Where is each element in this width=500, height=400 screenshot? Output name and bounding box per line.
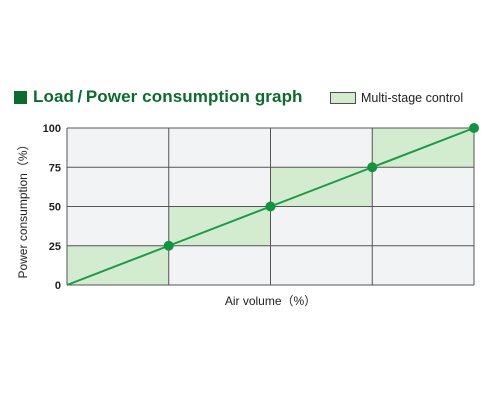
y-tick-label-0: 0: [55, 280, 61, 292]
x-axis-label: Air volume（%）: [225, 294, 316, 308]
data-point-1: [265, 201, 276, 212]
chart-title-group: Load / Power consumption graph: [14, 87, 303, 107]
data-point-2: [367, 162, 378, 173]
y-tick-label-2: 50: [49, 202, 61, 214]
data-point-0: [163, 240, 174, 251]
legend: Multi-stage control: [330, 91, 463, 105]
y-tick-labels: 0 25 50 75 100: [43, 123, 61, 292]
data-point-3: [469, 123, 479, 133]
legend-swatch: [330, 92, 356, 104]
legend-label: Multi-stage control: [361, 91, 464, 105]
y-tick-label-4: 100: [43, 123, 61, 135]
title-square-icon: [14, 90, 27, 104]
markers: [163, 123, 479, 251]
y-tick-label-3: 75: [49, 162, 61, 174]
y-tick-label-1: 25: [49, 241, 61, 253]
y-axis-label: Power consumption（%）: [16, 138, 30, 278]
chart-title: Load / Power consumption graph: [33, 87, 303, 106]
